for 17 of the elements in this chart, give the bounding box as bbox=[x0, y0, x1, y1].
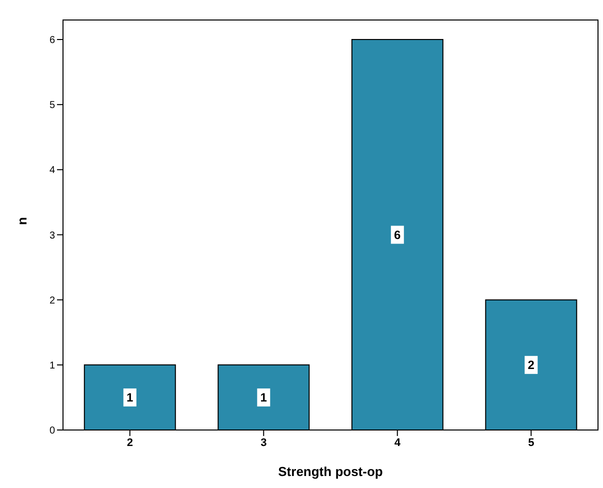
data-label: 6 bbox=[394, 228, 402, 242]
y-axis-title: n bbox=[14, 217, 30, 225]
data-label: 1 bbox=[126, 390, 134, 404]
y-tick-label: 5 bbox=[49, 100, 56, 112]
y-tick-label: 6 bbox=[49, 35, 56, 46]
y-tick-label: 3 bbox=[49, 230, 56, 242]
y-tick-label: 0 bbox=[49, 426, 56, 437]
data-label: 1 bbox=[260, 390, 268, 404]
data-label: 2 bbox=[528, 358, 535, 372]
y-tick-label: 1 bbox=[49, 360, 56, 372]
y-tick-label: 4 bbox=[49, 165, 56, 176]
x-tick-label: 2 bbox=[126, 436, 133, 449]
x-tick-label: 5 bbox=[528, 436, 534, 449]
x-tick-label: 4 bbox=[394, 436, 402, 449]
x-tick-label: 3 bbox=[260, 436, 267, 449]
y-tick-label: 2 bbox=[49, 295, 56, 306]
x-axis-title: Strength post-op bbox=[278, 464, 383, 479]
